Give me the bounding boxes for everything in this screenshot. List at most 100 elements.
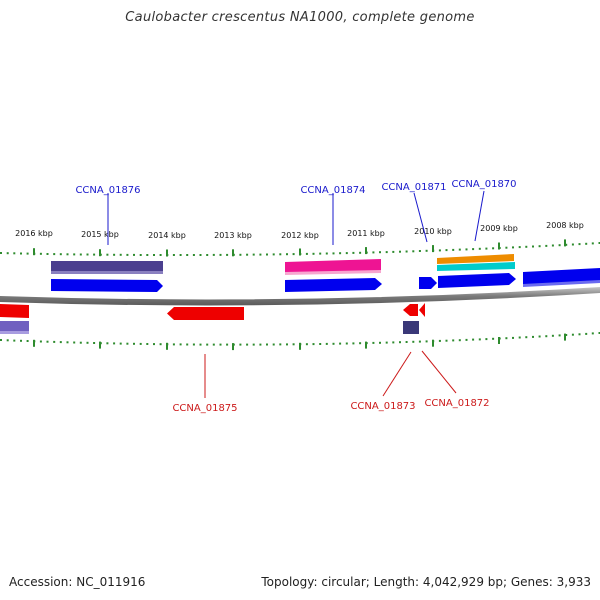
ruler-tick [199,254,202,256]
ruler-tick [279,343,282,346]
ruler-tick [33,248,35,256]
feature-block-lavender[interactable] [0,321,29,334]
ruler-tick [379,341,381,344]
scale-labels: 2016 kbp 2015 kbp 2014 kbp 2013 kbp 2012… [15,221,584,240]
lower-ruler-major-ticks [33,333,566,351]
gene-labels-top: CCNA_01876 CCNA_01874 CCNA_01871 CCNA_01… [75,179,516,196]
cds-forward-arrow-shadow [523,280,600,287]
ruler-tick [372,341,375,344]
ruler-tick [558,334,561,337]
ruler-tick [192,343,195,346]
ruler-tick [272,253,275,256]
ruler-tick [139,254,142,256]
ruler-tick [564,239,566,247]
ruler-tick [425,249,428,252]
ruler-tick [365,341,367,349]
gene-label[interactable]: CCNA_01873 [350,401,415,412]
gene-leader-lines [107,190,485,398]
ruler-tick [93,253,96,256]
feature-block-cyan[interactable] [437,262,515,271]
ruler-tick [266,253,268,256]
ruler-tick [365,247,367,255]
gene-label[interactable]: CCNA_01870 [451,179,516,190]
ruler-tick [159,343,162,346]
ruler-tick [93,342,96,344]
ruler-tick [432,245,434,253]
feature-block-purple-shadow [51,271,163,274]
ruler-tick [53,253,56,256]
feature-block-pink-shadow [285,270,381,275]
outer-feature-ring [51,254,515,275]
ruler-tick [259,253,262,256]
ruler-tick [332,252,335,255]
scale-label: 2011 kbp [347,229,385,238]
ruler-tick [425,340,428,343]
cds-forward-arrow[interactable] [285,278,382,292]
leader-line [421,350,457,394]
scale-label: 2015 kbp [81,230,119,239]
ruler-tick [571,333,574,336]
ruler-tick [379,251,381,254]
gene-label[interactable]: CCNA_01875 [172,403,237,414]
cds-forward-arrow[interactable] [51,279,163,292]
ruler-tick [166,342,168,350]
feature-block-pink[interactable] [285,259,381,274]
ruler-tick [239,253,242,256]
ruler-tick [498,337,500,344]
cds-reverse-arrow[interactable] [0,304,29,318]
ruler-tick [79,341,82,344]
ruler-tick [146,254,149,256]
feature-block-orange[interactable] [437,254,514,264]
ruler-tick [46,340,49,343]
accession-label: Accession: NC_011916 [9,575,146,589]
gene-label[interactable]: CCNA_01871 [381,182,446,193]
ruler-tick [399,341,401,344]
ruler-tick [472,248,475,251]
cds-reverse-arrow[interactable] [167,307,244,320]
ruler-tick [472,338,475,341]
cds-reverse-arrow[interactable] [419,303,425,317]
ruler-tick [279,253,282,256]
scale-label: 2010 kbp [414,227,452,236]
ruler-tick [405,250,408,253]
ruler-tick [319,252,322,255]
ruler-tick [392,341,395,344]
feature-block-purple[interactable] [51,261,163,274]
ruler-tick [418,250,421,252]
ruler-tick [66,253,69,256]
ruler-tick [359,251,362,254]
feature-block-navy[interactable] [403,321,419,334]
scale-label: 2014 kbp [148,231,186,240]
ruler-tick [518,246,521,249]
ruler-tick [86,253,89,256]
ruler-tick [452,339,455,342]
genome-backbone [0,287,600,306]
ruler-tick [133,253,135,256]
ruler-tick [146,343,149,345]
ruler-tick [412,340,415,343]
gene-label[interactable]: CCNA_01874 [300,185,365,196]
gene-label[interactable]: CCNA_01876 [75,185,140,196]
ruler-tick [172,343,175,346]
topology-summary: Topology: circular; Length: 4,042,929 bp… [261,575,591,589]
cds-reverse-arrow[interactable] [403,304,418,316]
ruler-tick [558,244,561,247]
ruler-tick [345,342,348,345]
cds-forward-arrow[interactable] [419,277,437,289]
gene-label[interactable]: CCNA_01872 [424,398,489,409]
ruler-tick [246,253,249,256]
ruler-tick [166,249,168,257]
ruler-tick [119,253,122,256]
ruler-tick [578,243,581,246]
cds-forward-arrow[interactable] [523,268,600,285]
ruler-tick [192,254,195,256]
ruler-tick [339,342,342,345]
ruler-tick [172,254,175,256]
ruler-tick [438,339,441,342]
ruler-tick [512,246,514,249]
upper-ruler-major-ticks [33,239,566,257]
ruler-tick [179,254,182,256]
ruler-tick [565,334,568,336]
cds-forward-arrow[interactable] [438,273,516,288]
